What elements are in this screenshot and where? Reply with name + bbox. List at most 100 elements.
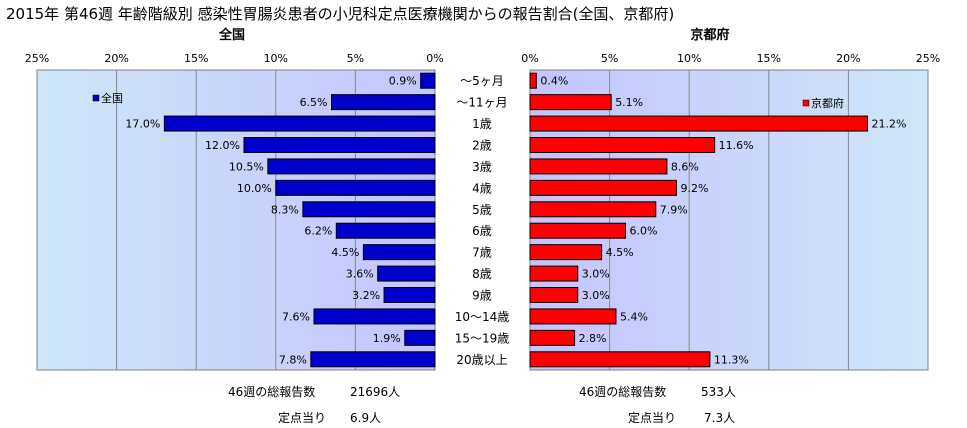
- category-label: 15～19歳: [455, 331, 510, 345]
- category-label: 2歳: [472, 139, 492, 153]
- category-label: 4歳: [472, 181, 492, 195]
- bar-kyoto: [529, 94, 612, 111]
- bar-kyoto: [529, 351, 711, 368]
- bar-national: [335, 222, 436, 239]
- legend-swatch-kyoto: [802, 99, 810, 107]
- tick-label-left: 20%: [104, 52, 128, 65]
- tick-label-left: 25%: [25, 52, 49, 65]
- bar-kyoto: [529, 158, 668, 175]
- bar-value-label: 21.2%: [872, 118, 907, 131]
- bar-value-label: 6.0%: [630, 225, 658, 238]
- bar-value-label: 5.1%: [615, 96, 643, 109]
- right-plot-area: [529, 69, 929, 371]
- bar-kyoto: [529, 244, 603, 261]
- bar-kyoto: [529, 115, 869, 132]
- category-label: 9歳: [472, 289, 492, 303]
- tick-label-right: 25%: [916, 52, 940, 65]
- tick-label-right: 10%: [677, 52, 701, 65]
- bar-kyoto: [529, 265, 579, 282]
- left-per-label: 定点当り: [278, 411, 327, 425]
- bar-value-label: 7.6%: [282, 310, 310, 323]
- category-label: 5歳: [472, 203, 492, 217]
- bar-national: [362, 244, 436, 261]
- legend-swatch-national: [92, 94, 100, 102]
- bar-value-label: 4.5%: [606, 246, 634, 259]
- bar-kyoto: [529, 201, 657, 218]
- category-label: ～11ヶ月: [456, 96, 507, 110]
- bar-value-label: 3.2%: [352, 289, 380, 302]
- bar-national: [377, 265, 436, 282]
- left-panel-header: 全国: [218, 27, 245, 43]
- bar-national: [383, 287, 436, 303]
- bar-value-label: 6.5%: [300, 96, 328, 109]
- bar-value-label: 3.0%: [582, 289, 610, 302]
- bar-national: [331, 94, 436, 111]
- bar-value-label: 0.9%: [389, 75, 417, 88]
- bar-kyoto: [529, 72, 537, 89]
- category-label: ～5ヶ月: [460, 74, 504, 88]
- tick-label-left: 5%: [347, 52, 364, 65]
- bar-national: [267, 158, 436, 175]
- bar-national: [420, 72, 436, 89]
- tick-label-right: 0%: [521, 52, 538, 65]
- bar-value-label: 7.8%: [279, 353, 307, 366]
- bar-value-label: 9.2%: [680, 182, 708, 195]
- left-total-label: 46週の総報告数: [228, 385, 316, 399]
- tick-label-right: 5%: [601, 52, 618, 65]
- tick-label-right: 15%: [757, 52, 781, 65]
- category-label: 10～14歳: [455, 310, 510, 324]
- bar-value-label: 10.0%: [237, 182, 272, 195]
- bar-national: [310, 351, 436, 368]
- bar-kyoto: [529, 329, 576, 346]
- bar-kyoto: [529, 308, 617, 325]
- left-total-reports: 46週の総報告数 21696人: [228, 383, 400, 400]
- left-total-value: 21696人: [350, 385, 401, 399]
- tick-label-left: 15%: [184, 52, 208, 65]
- bar-value-label: 3.0%: [582, 268, 610, 281]
- left-per-site: 定点当り 6.9人: [278, 409, 381, 426]
- bar-national: [404, 329, 436, 346]
- right-total-value: 533人: [701, 385, 736, 399]
- right-per-label: 定点当り: [628, 411, 677, 425]
- bar-national: [243, 137, 436, 153]
- bar-value-label: 17.0%: [125, 118, 160, 131]
- bar-national: [302, 201, 436, 218]
- tick-label-left: 0%: [426, 52, 443, 65]
- category-label: 8歳: [472, 267, 492, 281]
- bar-kyoto: [529, 222, 627, 239]
- right-total-reports: 46週の総報告数 533人: [579, 383, 736, 400]
- right-total-label: 46週の総報告数: [579, 385, 667, 399]
- bar-value-label: 4.5%: [331, 246, 359, 259]
- bar-kyoto: [529, 137, 716, 153]
- bar-value-label: 11.3%: [714, 353, 749, 366]
- category-label: 6歳: [472, 224, 492, 238]
- bar-value-label: 8.3%: [271, 203, 299, 216]
- legend-label-national: 全国: [101, 91, 123, 105]
- bar-value-label: 10.5%: [229, 160, 264, 173]
- right-per-site: 定点当り 7.3人: [628, 409, 735, 426]
- bar-value-label: 8.6%: [671, 160, 699, 173]
- left-plot-area: [36, 69, 436, 371]
- tick-label-right: 20%: [836, 52, 860, 65]
- bar-value-label: 12.0%: [205, 139, 240, 152]
- category-label: 1歳: [472, 117, 492, 131]
- bar-value-label: 6.2%: [304, 225, 332, 238]
- bar-national: [163, 115, 436, 132]
- legend-label-kyoto: 京都府: [811, 96, 844, 110]
- chart-title: 2015年 第46週 年齢階級別 感染性胃腸炎患者の小児科定点医療機関からの報告…: [6, 5, 674, 23]
- bar-national: [275, 179, 436, 196]
- category-label: 7歳: [472, 246, 492, 260]
- bar-value-label: 7.9%: [660, 203, 688, 216]
- tick-label-left: 10%: [264, 52, 288, 65]
- bar-national: [313, 308, 436, 325]
- bar-value-label: 0.4%: [540, 75, 568, 88]
- bar-value-label: 11.6%: [719, 139, 754, 152]
- bar-value-label: 5.4%: [620, 310, 648, 323]
- category-label: 3歳: [472, 160, 492, 174]
- right-per-value: 7.3人: [704, 411, 736, 425]
- bar-value-label: 3.6%: [346, 268, 374, 281]
- bar-kyoto: [529, 179, 677, 196]
- bar-value-label: 2.8%: [579, 332, 607, 345]
- bar-kyoto: [529, 287, 579, 303]
